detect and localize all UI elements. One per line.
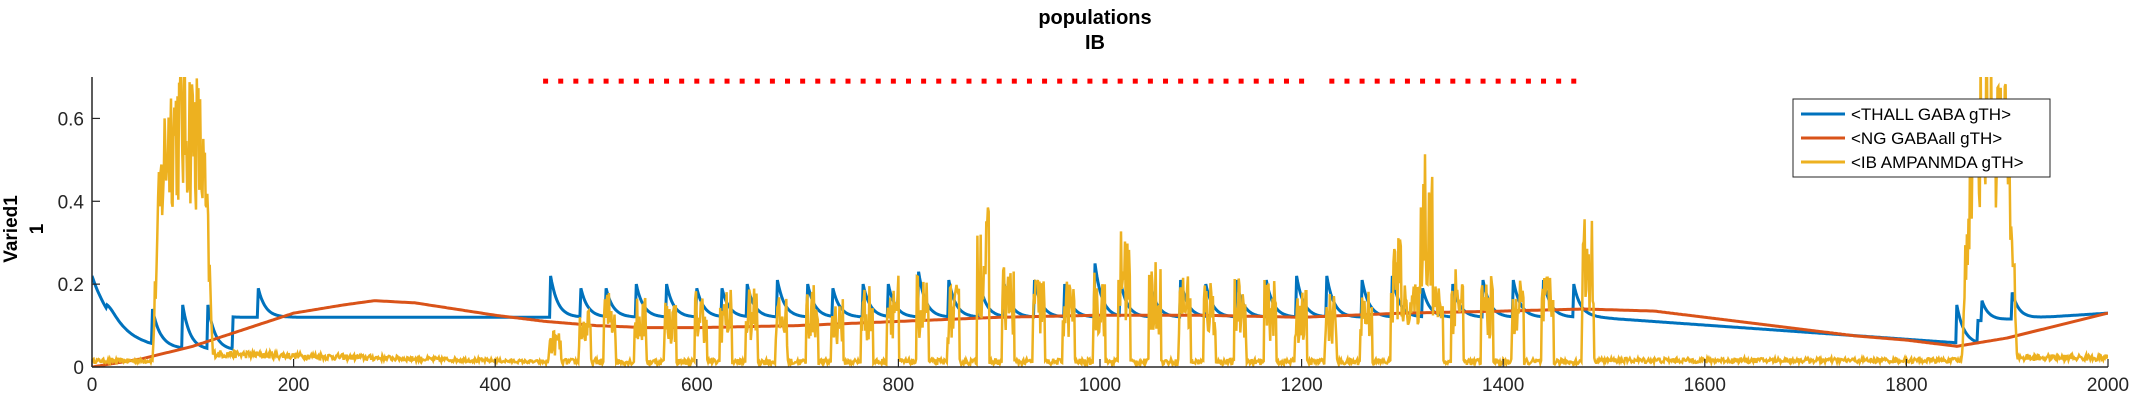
series-line-ib-ampanmda	[92, 77, 2108, 367]
x-tick-label: 800	[883, 375, 915, 396]
x-tick-label: 0	[87, 375, 98, 396]
annotation-marker	[1026, 78, 1032, 84]
annotation-marker	[1193, 78, 1199, 84]
y-axis-label-line1: Varied1	[1, 195, 22, 263]
x-tick-label: 1800	[1885, 375, 1927, 396]
annotation-marker	[1238, 78, 1244, 84]
annotation-marker	[1541, 78, 1547, 84]
x-tick-label: 200	[278, 375, 310, 396]
y-tick-label: 0.6	[58, 109, 84, 130]
y-tick-label: 0.4	[58, 192, 85, 213]
annotation-marker	[1480, 78, 1486, 84]
y-axis-label-line2: 1	[27, 223, 48, 234]
annotation-marker	[573, 78, 579, 84]
annotation-marker	[1450, 78, 1456, 84]
annotation-marker	[966, 78, 972, 84]
y-axis-label: Varied1 1	[1, 195, 48, 263]
annotation-marker	[1268, 78, 1274, 84]
annotation-marker	[921, 78, 927, 84]
annotation-marker	[709, 78, 715, 84]
series-line-thall-gaba	[92, 263, 2108, 351]
annotation-marker	[860, 78, 866, 84]
annotation-marker	[905, 78, 911, 84]
annotation-marker	[981, 78, 987, 84]
annotation-marker	[724, 78, 730, 84]
y-tick-label: 0	[73, 358, 84, 379]
legend-entry: <NG GABAall gTH>	[1851, 129, 2002, 148]
annotation-marker	[1465, 78, 1471, 84]
x-tick-label: 2000	[2087, 375, 2129, 396]
annotation-marker	[1525, 78, 1531, 84]
annotation-marker	[1435, 78, 1441, 84]
x-tick-label: 600	[681, 375, 713, 396]
annotation-marker	[1011, 78, 1017, 84]
annotation-marker	[1072, 78, 1078, 84]
annotation-marker	[558, 78, 564, 84]
annotation-marker	[1132, 78, 1138, 84]
legend-entry: <IB AMPANMDA gTH>	[1851, 153, 2024, 172]
annotation-marker	[1117, 78, 1123, 84]
annotation-marker	[785, 78, 791, 84]
annotation-marker	[1208, 78, 1214, 84]
annotation-marker	[1571, 78, 1577, 84]
annotation-marker	[830, 78, 836, 84]
annotation-marker	[633, 78, 639, 84]
annotation-marker	[1495, 78, 1501, 84]
annotation-marker	[664, 78, 670, 84]
annotation-marker	[890, 78, 896, 84]
annotation-marker	[1223, 78, 1229, 84]
annotation-marker	[1087, 78, 1093, 84]
annotation-marker	[845, 78, 851, 84]
annotation-marker	[1389, 78, 1395, 84]
annotation-marker	[800, 78, 806, 84]
annotation-marker	[1510, 78, 1516, 84]
annotation-marker	[875, 78, 881, 84]
x-tick-label: 1200	[1280, 375, 1322, 396]
annotation-marker	[1057, 78, 1063, 84]
x-tick-label: 1600	[1684, 375, 1726, 396]
annotation-marker	[618, 78, 624, 84]
annotation-marker	[815, 78, 821, 84]
annotation-marker	[754, 78, 760, 84]
legend: <THALL GABA gTH> <NG GABAall gTH> <IB AMPA…	[1792, 98, 2051, 178]
annotation-marker	[1283, 78, 1289, 84]
annotation-marker	[1344, 78, 1350, 84]
annotation-marker	[1147, 78, 1153, 84]
annotation-marker	[588, 78, 594, 84]
annotation-marker	[996, 78, 1002, 84]
annotation-marker	[648, 78, 654, 84]
annotation-marker	[1042, 78, 1048, 84]
annotation-markers	[543, 78, 1577, 84]
x-tick-label: 1000	[1079, 375, 1121, 396]
annotation-marker	[1404, 78, 1410, 84]
annotation-marker	[543, 78, 549, 84]
annotation-marker	[936, 78, 942, 84]
annotation-marker	[1329, 78, 1335, 84]
series-lines	[92, 77, 2108, 367]
y-tick-label: 0.2	[58, 275, 84, 296]
annotation-marker	[1163, 78, 1169, 84]
annotation-marker	[679, 78, 685, 84]
annotation-marker	[1359, 78, 1365, 84]
annotation-marker	[603, 78, 609, 84]
annotation-marker	[1102, 78, 1108, 84]
annotation-marker	[694, 78, 700, 84]
annotation-marker	[1556, 78, 1562, 84]
annotation-marker	[951, 78, 957, 84]
legend-entry: <THALL GABA gTH>	[1851, 105, 2011, 124]
chart-title-line2: IB	[1085, 32, 1105, 54]
annotation-marker	[769, 78, 775, 84]
x-tick-label: 400	[479, 375, 511, 396]
annotation-marker	[739, 78, 745, 84]
annotation-marker	[1420, 78, 1426, 84]
annotation-marker	[1253, 78, 1259, 84]
x-tick-label: 1400	[1482, 375, 1524, 396]
annotation-marker	[1374, 78, 1380, 84]
annotation-marker	[1299, 78, 1305, 84]
annotation-marker	[1178, 78, 1184, 84]
chart-title-line1: populations	[1038, 7, 1151, 29]
axes: 0 200 400 600 800 1000 1200 1400 1600 1800 2000 0 0.…	[58, 77, 2129, 396]
